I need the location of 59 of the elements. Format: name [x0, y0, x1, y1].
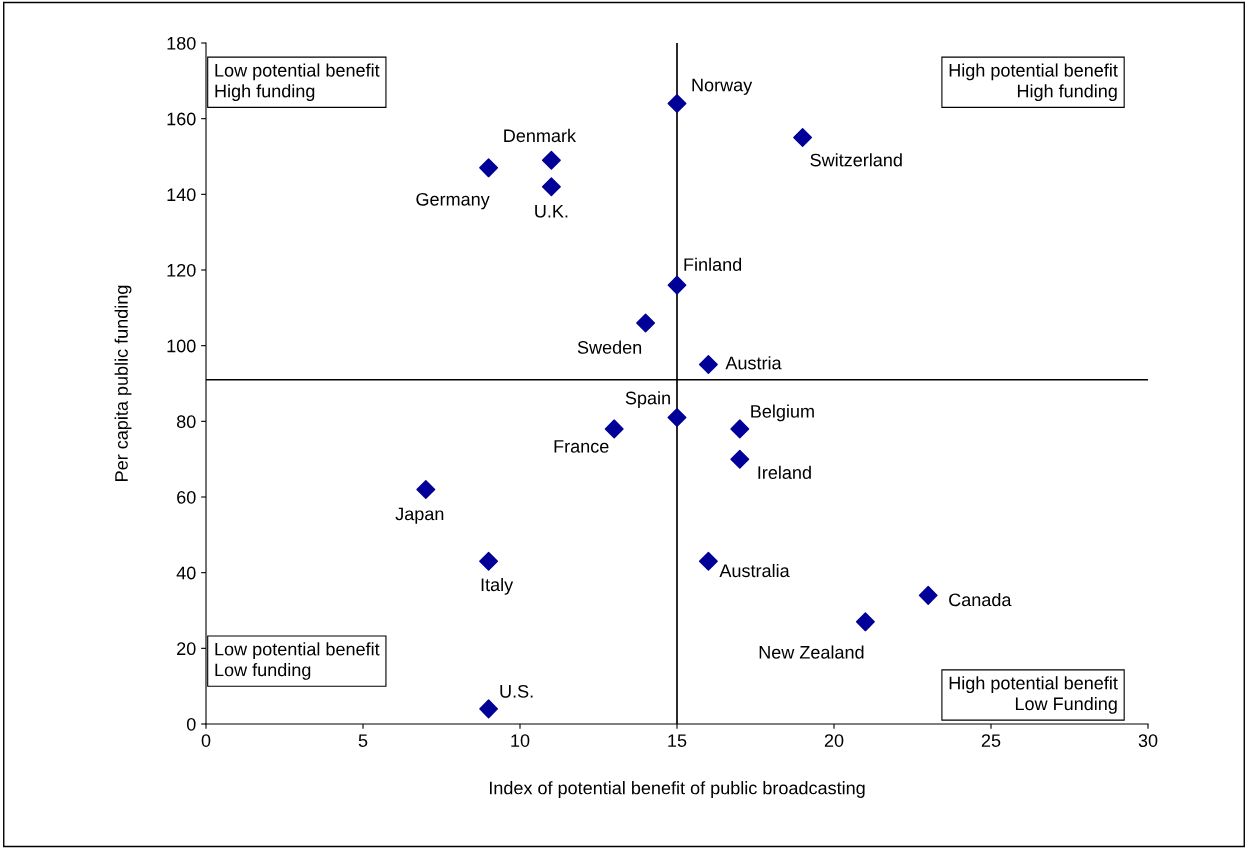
annotation: Ireland	[758, 465, 811, 480]
point	[730, 419, 750, 439]
point	[479, 158, 499, 178]
point	[698, 355, 718, 375]
x-axis-title: Index of potential benefit of public broadcasting	[489, 781, 865, 798]
x-tick-label: 25	[981, 734, 1001, 747]
y-tick-label: 60	[177, 490, 196, 504]
annotation: France	[554, 440, 609, 453]
annotation: High potential benefit High funding	[949, 63, 1118, 102]
annotation: U.S.	[500, 684, 533, 698]
annotation: Low potential benefit High funding	[215, 63, 380, 102]
y-tick-label: 140	[167, 188, 196, 202]
annotation: Austria	[725, 356, 782, 370]
point	[636, 313, 656, 333]
point	[855, 612, 875, 632]
annotation: Finland	[684, 257, 742, 271]
y-tick-label: 100	[167, 339, 196, 353]
y-tick-label: 80	[176, 415, 196, 429]
y-tick-label: 180	[167, 36, 196, 50]
point	[730, 449, 750, 469]
point	[479, 699, 499, 719]
point	[416, 479, 436, 499]
point	[667, 275, 687, 295]
annotation: Germany	[416, 192, 490, 210]
annotation: Belgium	[751, 404, 814, 422]
annotation: Denmark	[504, 128, 577, 143]
point	[918, 585, 938, 605]
y-axis-title: Per capita public funding	[114, 285, 132, 481]
y-tick-label: 160	[167, 112, 196, 126]
point	[541, 177, 561, 197]
annotation: U.K.	[535, 205, 568, 218]
point	[541, 150, 561, 170]
annotation: Switzerland	[810, 153, 902, 167]
x-tick-label: 0	[201, 734, 211, 747]
x-tick-label: 30	[1138, 734, 1158, 747]
point	[479, 551, 499, 571]
point	[698, 551, 718, 571]
annotation: High potential benefit Low Funding	[949, 676, 1118, 714]
annotation: Sweden	[577, 340, 642, 354]
annotation: Australia	[719, 563, 790, 578]
point	[793, 128, 813, 148]
point	[604, 419, 624, 439]
y-tick-label: 0	[186, 717, 196, 731]
y-tick-label: 120	[167, 263, 196, 277]
annotation: Norway	[692, 78, 753, 95]
annotation: Japan	[395, 507, 444, 524]
x-tick-label: 10	[511, 734, 530, 747]
x-tick-label: 20	[824, 734, 844, 747]
x-tick-label: 15	[668, 734, 687, 747]
y-tick-label: 40	[176, 566, 196, 580]
x-tick-label: 5	[358, 734, 368, 747]
point	[667, 94, 687, 114]
annotation: Canada	[949, 592, 1012, 607]
y-tick-label: 20	[177, 642, 196, 656]
annotation: Spain	[625, 391, 670, 408]
point	[667, 408, 687, 428]
annotation: Italy	[481, 577, 514, 595]
annotation: Low potential benefit Low funding	[215, 642, 380, 680]
annotation: New Zealand	[759, 645, 864, 659]
